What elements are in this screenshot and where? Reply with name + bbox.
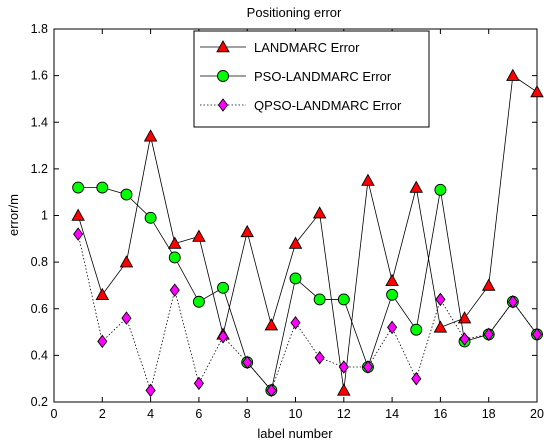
y-tick-label: 0.2	[31, 395, 48, 409]
diamond-marker	[531, 327, 543, 342]
triangle-marker	[95, 287, 110, 301]
y-tick-label: 1	[41, 209, 48, 223]
x-tick-label: 10	[289, 407, 303, 421]
triangle-marker	[361, 173, 375, 186]
diamond-marker	[266, 383, 277, 398]
diamond-marker	[145, 383, 156, 398]
legend-label: LANDMARC Error	[254, 40, 360, 55]
legend-item: QPSO-LANDMARC Error	[200, 98, 402, 113]
triangle-marker	[143, 129, 158, 142]
circle-marker	[386, 288, 399, 301]
triangle-marker	[264, 318, 279, 331]
diamond-marker	[435, 292, 446, 307]
y-tick-label: 1.8	[31, 22, 48, 36]
circle-marker	[217, 281, 230, 294]
x-tick-label: 14	[385, 407, 399, 421]
triangle-marker	[433, 320, 448, 333]
x-tick-label: 6	[195, 407, 202, 421]
x-tick-label: 2	[99, 407, 106, 421]
circle-marker	[434, 183, 447, 196]
triangle-marker	[530, 85, 544, 98]
series-line	[78, 187, 538, 392]
diamond-marker	[483, 327, 494, 342]
circle-marker	[168, 251, 181, 264]
triangle-marker	[385, 273, 399, 287]
diamond-marker	[242, 355, 253, 370]
legend-diamond-marker	[217, 98, 229, 112]
diamond-marker	[290, 315, 301, 330]
triangle-marker	[409, 180, 424, 193]
y-tick-label: 0.6	[31, 302, 48, 316]
chart-marks	[71, 68, 544, 398]
chart-title: Positioning error	[247, 5, 342, 20]
diamond-marker	[459, 332, 470, 346]
x-tick-label: 8	[244, 407, 251, 421]
axes: 0 2 4 6 8 10 12 14 16 18 20 0.2 0.4 0.6 0.8 1 1.2 1.4 1.6 1…	[31, 22, 544, 421]
diamond-marker	[314, 350, 325, 365]
triangle-marker	[506, 68, 520, 81]
triangle-marker	[288, 236, 303, 249]
circle-marker	[337, 293, 350, 306]
diamond-marker	[121, 311, 132, 325]
diamond-marker	[97, 334, 108, 349]
circle-marker	[72, 181, 85, 194]
x-tick-label: 18	[482, 407, 496, 421]
triangle-marker	[71, 208, 85, 221]
x-tick-label: 20	[530, 407, 544, 421]
circle-marker	[313, 293, 326, 306]
y-tick-label: 0.8	[31, 255, 48, 269]
diamond-marker	[193, 376, 204, 391]
legend-circle-marker	[217, 70, 229, 82]
diamond-marker	[73, 227, 84, 241]
legend-label: QPSO-LANDMARC Error	[254, 98, 402, 113]
x-tick-label: 4	[147, 407, 154, 421]
circle-marker	[144, 211, 157, 224]
diamond-marker	[217, 329, 229, 344]
legend-item: LANDMARC Error	[200, 40, 360, 55]
legend-label: PSO-LANDMARC Error	[254, 69, 392, 84]
y-axis-title: error/m	[6, 194, 21, 236]
x-tick-label: 16	[433, 407, 447, 421]
y-tick-label: 0.4	[31, 348, 48, 362]
triangle-marker	[337, 383, 351, 396]
circle-marker	[96, 181, 109, 194]
y-tick-label: 1.2	[31, 162, 48, 176]
legend-triangle-marker	[216, 40, 230, 53]
diamond-marker	[338, 360, 349, 374]
triangle-marker	[192, 229, 206, 242]
x-tick-label: 12	[337, 407, 351, 421]
y-tick-label: 1.4	[31, 115, 48, 129]
circle-marker	[120, 188, 133, 201]
diamond-marker	[169, 283, 180, 297]
diamond-marker	[507, 295, 518, 309]
x-tick-label: 0	[51, 407, 58, 421]
diamond-marker	[362, 360, 374, 374]
legend: LANDMARC Error PSO-LANDMARC Error QPSO-LAN…	[193, 30, 430, 128]
triangle-marker	[119, 255, 134, 268]
diamond-marker	[411, 371, 422, 386]
circle-marker	[192, 295, 205, 308]
y-tick-label: 1.6	[31, 69, 48, 83]
triangle-marker	[240, 224, 254, 238]
triangle-marker	[312, 206, 327, 219]
triangle-marker	[481, 278, 496, 291]
x-axis-title: label number	[257, 426, 333, 441]
series-3	[73, 227, 543, 398]
legend-item: PSO-LANDMARC Error	[200, 69, 392, 84]
circle-marker	[289, 272, 302, 285]
circle-marker	[410, 323, 423, 336]
diamond-marker	[387, 320, 398, 335]
triangle-marker	[167, 236, 182, 249]
